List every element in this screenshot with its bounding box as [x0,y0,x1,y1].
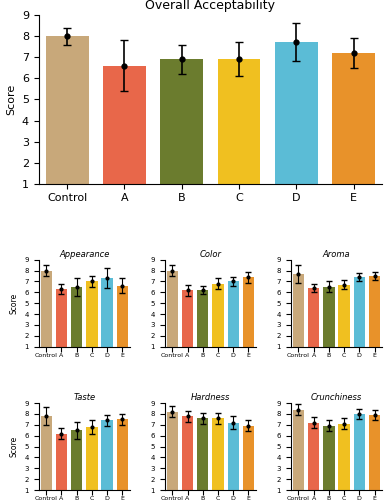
Bar [197,418,208,500]
Bar [182,290,193,358]
Bar [227,282,239,358]
Bar [293,274,304,357]
Bar [227,422,239,500]
Bar [102,420,113,500]
Bar [354,277,365,357]
Bar [46,36,89,205]
Bar [293,410,304,500]
Bar [167,412,178,500]
Bar [117,420,128,500]
Bar [56,434,67,500]
Bar [243,277,254,357]
Bar [332,53,375,205]
Bar [56,289,67,358]
Bar [86,427,98,500]
Bar [308,422,319,500]
Bar [117,286,128,358]
Bar [323,287,335,358]
Title: Hardness: Hardness [191,394,230,402]
Title: Color: Color [200,250,221,259]
Bar [41,270,52,358]
Y-axis label: Score: Score [10,292,19,314]
Title: Aroma: Aroma [323,250,350,259]
Bar [212,418,224,500]
Y-axis label: Score: Score [6,84,16,115]
Bar [339,424,350,500]
Bar [41,416,52,500]
Bar [71,430,82,500]
Title: Overall Acceptability: Overall Acceptability [146,0,275,12]
Bar [323,426,335,500]
Bar [102,278,113,357]
Bar [197,290,208,358]
Title: Appearance: Appearance [59,250,110,259]
Bar [339,284,350,358]
Bar [308,288,319,358]
Bar [71,287,82,358]
Bar [354,414,365,500]
Bar [160,60,203,205]
Bar [218,60,261,205]
Bar [369,415,380,500]
Bar [275,42,318,205]
Bar [212,284,224,358]
Title: Taste: Taste [73,394,95,402]
Bar [182,416,193,500]
Bar [243,426,254,500]
Y-axis label: Score: Score [10,436,19,457]
Bar [103,66,146,205]
Bar [369,276,380,357]
Bar [167,270,178,358]
Title: Crunchiness: Crunchiness [311,394,362,402]
Bar [86,282,98,358]
